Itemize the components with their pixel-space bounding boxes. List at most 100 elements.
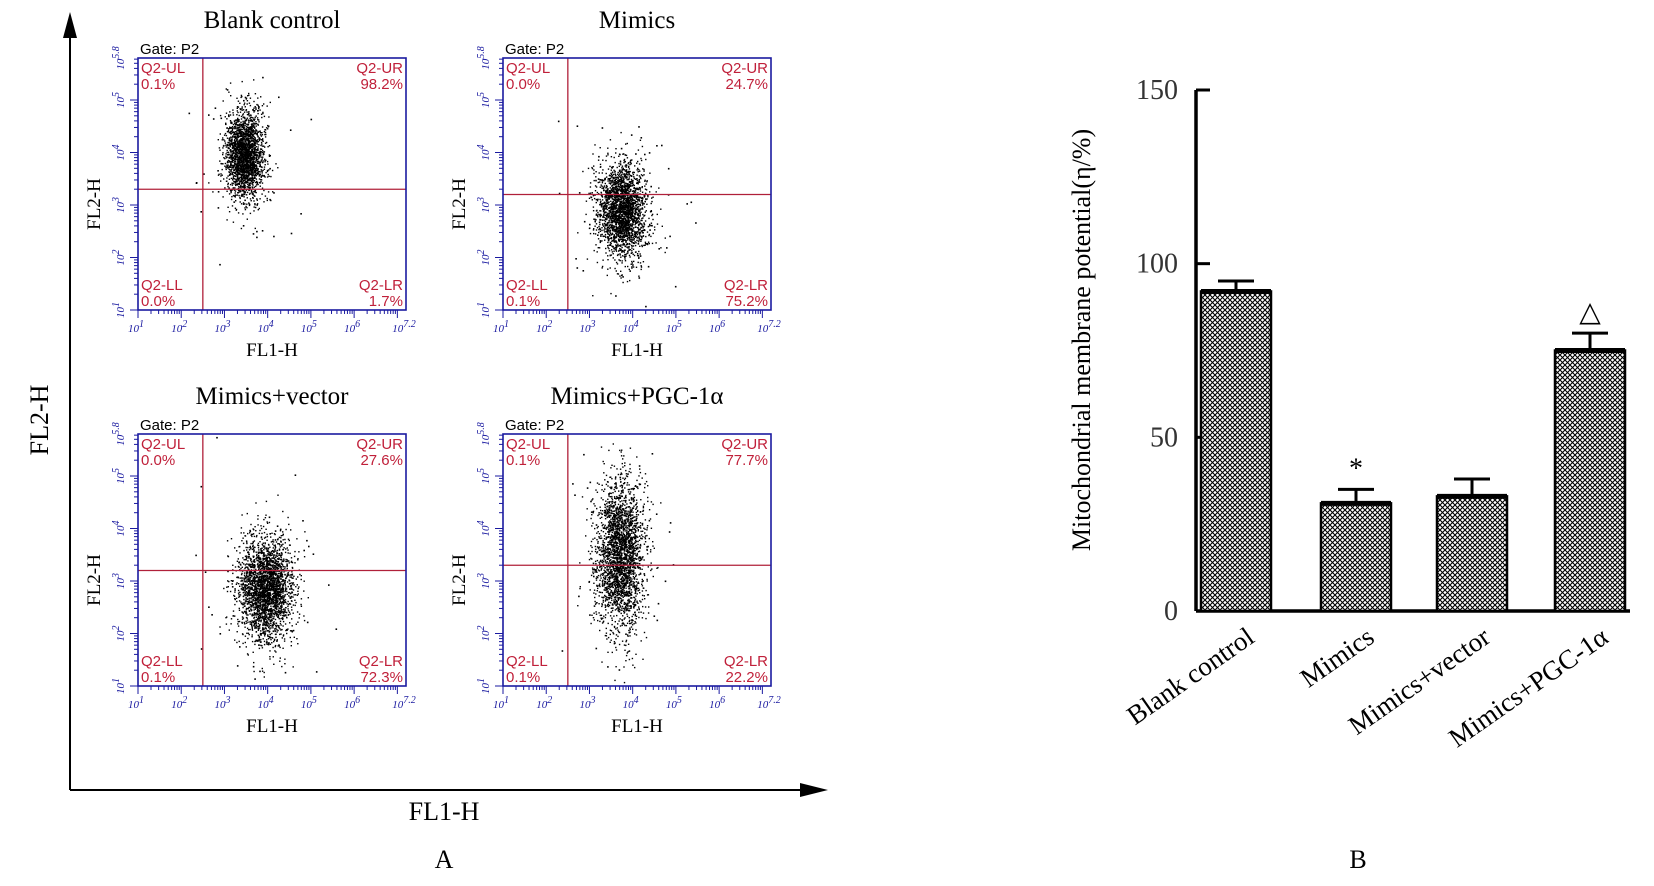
event-dot — [226, 219, 228, 221]
event-dot — [226, 165, 229, 167]
event-dot — [629, 239, 631, 242]
event-dot — [635, 196, 638, 198]
event-dot — [626, 246, 628, 248]
event-dot — [230, 121, 232, 123]
event-dot — [629, 270, 631, 272]
event-dot — [627, 231, 630, 233]
event-dot — [234, 187, 236, 189]
quadrant-ul-name: Q2-UL — [141, 60, 185, 77]
event-dot — [616, 187, 619, 189]
event-dot — [237, 165, 240, 168]
event-dot — [639, 139, 642, 141]
event-dot — [615, 203, 617, 205]
event-dot — [623, 212, 625, 214]
event-dot — [643, 223, 645, 225]
event-dot — [624, 160, 626, 163]
quadrant-ur-name: Q2-UR — [721, 60, 768, 77]
event-dot — [616, 220, 619, 222]
event-dot — [626, 179, 628, 181]
event-dot — [667, 167, 670, 170]
event-dot — [236, 152, 238, 154]
event-dot — [609, 187, 611, 189]
event-dot — [200, 211, 202, 213]
event-dot — [238, 163, 240, 165]
event-dot — [253, 100, 255, 103]
event-dot — [241, 159, 243, 161]
event-dot — [634, 165, 636, 167]
event-dot — [261, 134, 264, 136]
event-dot — [236, 146, 239, 148]
event-dot — [267, 128, 269, 130]
event-dot — [640, 197, 642, 200]
event-dot — [234, 160, 236, 163]
event-dot — [255, 107, 257, 109]
event-dot — [623, 220, 625, 222]
event-dot — [266, 169, 269, 172]
event-dot — [241, 80, 243, 83]
event-dot — [607, 147, 609, 149]
event-dot — [638, 169, 640, 171]
event-dot — [594, 190, 597, 192]
event-dot — [626, 171, 629, 174]
event-dot — [612, 215, 614, 218]
event-dot — [263, 131, 266, 133]
event-dot — [252, 178, 254, 180]
event-dot — [623, 153, 625, 155]
event-dot — [235, 172, 237, 174]
event-dot — [633, 171, 635, 174]
event-dot — [620, 221, 622, 224]
event-dot — [257, 104, 259, 106]
event-dot — [624, 256, 626, 259]
event-dot — [233, 167, 235, 169]
event-dot — [627, 265, 629, 268]
event-dot — [614, 267, 616, 270]
event-dot — [261, 116, 263, 119]
event-dot — [227, 164, 229, 166]
event-dot — [632, 229, 634, 231]
event-dot — [244, 148, 246, 150]
event-dot — [633, 215, 635, 218]
event-dot — [623, 250, 625, 252]
event-dot — [646, 231, 649, 233]
event-dot — [256, 140, 258, 142]
event-dot — [254, 170, 257, 172]
event-dot — [261, 126, 264, 128]
event-dot — [620, 171, 622, 173]
event-dot — [638, 277, 641, 279]
event-dot — [613, 220, 615, 223]
event-dot — [248, 173, 250, 175]
event-dot — [239, 133, 242, 135]
event-dot — [610, 180, 612, 182]
event-dot — [228, 178, 231, 180]
event-dot — [631, 266, 633, 268]
event-dot — [628, 192, 630, 195]
event-dot — [610, 169, 612, 171]
event-dot — [237, 119, 239, 121]
event-dot — [244, 180, 246, 182]
event-dot — [674, 285, 677, 288]
event-dot — [593, 169, 595, 171]
event-dot — [618, 244, 621, 247]
event-dot — [630, 206, 632, 208]
event-dot — [228, 157, 230, 159]
event-dot — [626, 280, 629, 283]
event-dot — [619, 188, 621, 191]
event-dot — [645, 158, 647, 161]
event-dot — [229, 154, 231, 156]
event-dot — [257, 146, 259, 148]
event-dot — [610, 237, 613, 239]
event-dot — [615, 198, 617, 200]
event-dot — [589, 182, 592, 184]
event-dot — [622, 213, 624, 215]
event-dot — [632, 207, 634, 209]
event-dot — [631, 218, 633, 220]
event-dot — [609, 174, 611, 176]
event-dot — [239, 128, 241, 131]
quadrant-ur-name: Q2-UR — [356, 60, 403, 77]
event-dot — [243, 166, 245, 168]
event-dot — [628, 216, 630, 218]
event-dot — [620, 178, 622, 180]
event-dot — [242, 179, 244, 181]
event-dot — [625, 177, 627, 179]
